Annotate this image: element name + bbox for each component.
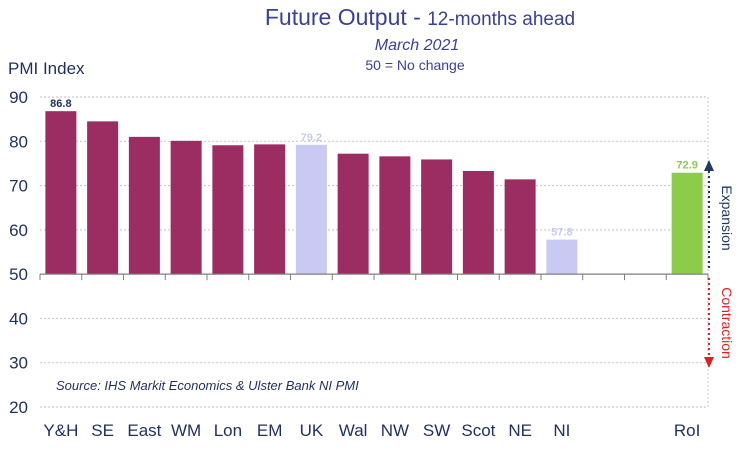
x-axis-categories: Y&H SE East WM Lon EM UK Wal NW SW Scot NE NI RoI <box>43 421 700 440</box>
x-tick-label: Y&H <box>43 421 78 440</box>
contraction-arrow <box>704 278 714 368</box>
y-tick-label: 70 <box>9 177 28 196</box>
chart-title-main: Future Output - <box>265 4 427 30</box>
x-tick-label: NI <box>553 421 570 440</box>
y-axis-title: PMI Index <box>8 59 85 78</box>
x-tick-label: Scot <box>461 421 495 440</box>
bars <box>45 111 703 275</box>
x-tick-label: Lon <box>214 421 242 440</box>
x-tick-label: WM <box>171 421 201 440</box>
bar <box>504 179 536 275</box>
bar <box>295 144 327 275</box>
x-tick-label: EM <box>257 421 283 440</box>
data-label: 86.8 <box>50 98 71 110</box>
x-tick-label: NW <box>381 421 409 440</box>
source-note: Source: IHS Markit Economics & Ulster Ba… <box>56 378 359 393</box>
y-tick-label: 40 <box>9 309 28 328</box>
bar <box>671 172 703 275</box>
y-tick-label: 90 <box>9 88 28 107</box>
bar <box>212 145 244 275</box>
data-label: 72.9 <box>676 160 697 172</box>
bar <box>254 144 286 275</box>
y-axis-ticks: 20 30 40 50 60 70 80 90 <box>9 88 28 417</box>
x-tick-label: SW <box>423 421 450 440</box>
x-tick-label: UK <box>300 421 324 440</box>
bar <box>421 159 453 275</box>
data-label: 79.2 <box>301 132 322 144</box>
contraction-label: Contraction <box>719 287 735 359</box>
chart-title: Future Output - 12-months ahead <box>265 4 575 30</box>
bar <box>546 239 578 275</box>
chart-subtitle: March 2021 <box>375 37 460 54</box>
x-tick-label: RoI <box>674 421 700 440</box>
chart-title-suffix: 12-months ahead <box>427 9 575 30</box>
x-tick-label: NE <box>508 421 532 440</box>
gridlines <box>40 96 709 408</box>
expansion-arrow <box>704 160 714 268</box>
expansion-label: Expansion <box>719 185 735 250</box>
x-tick-label: Wal <box>339 421 368 440</box>
bar <box>337 153 369 275</box>
bar <box>379 156 411 275</box>
data-label: 57.8 <box>551 227 572 239</box>
baseline-axis <box>39 273 709 281</box>
data-labels: 86.8 79.2 57.8 72.9 <box>50 98 698 238</box>
y-tick-label: 80 <box>9 132 28 151</box>
y-tick-label: 20 <box>9 398 28 417</box>
y-tick-label: 60 <box>9 221 28 240</box>
bar <box>45 111 77 275</box>
bar <box>128 136 160 275</box>
x-tick-label: East <box>127 421 161 440</box>
bar <box>87 121 119 275</box>
chart-note: 50 = No change <box>365 57 464 73</box>
bar <box>170 140 202 275</box>
bar <box>462 170 494 275</box>
y-tick-label: 30 <box>9 354 28 373</box>
x-tick-label: SE <box>91 421 114 440</box>
y-tick-label: 50 <box>9 265 28 284</box>
